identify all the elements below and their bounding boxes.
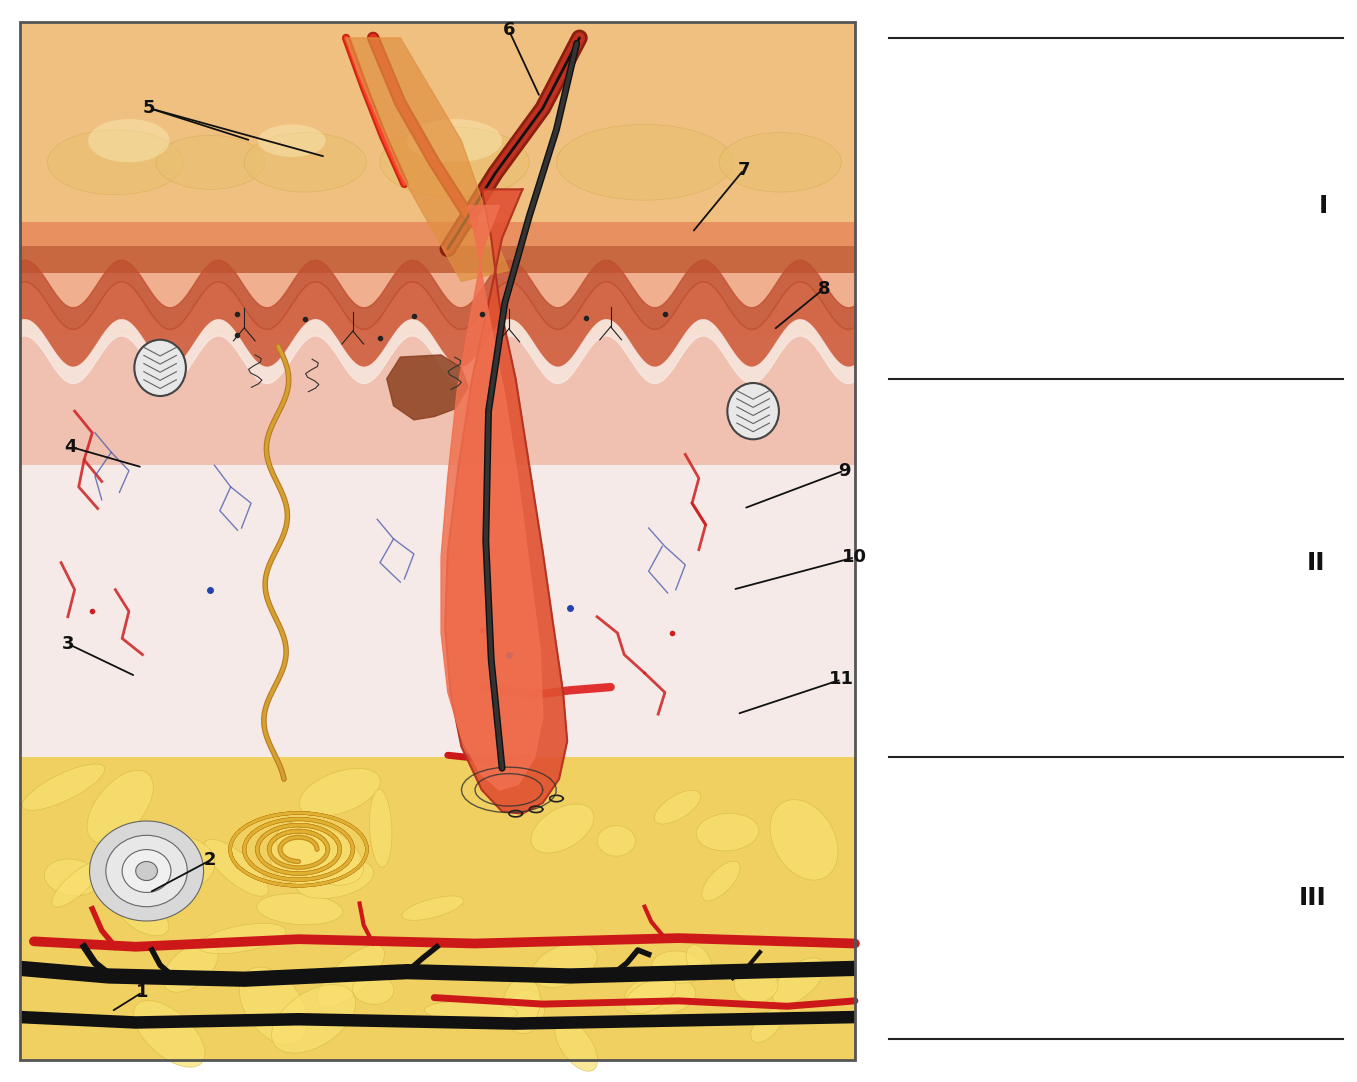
Text: 4: 4 xyxy=(64,438,77,456)
Bar xyxy=(20,757,855,1060)
Bar xyxy=(20,222,855,246)
Text: 7: 7 xyxy=(737,161,750,179)
Text: 5: 5 xyxy=(142,100,156,117)
Ellipse shape xyxy=(117,896,168,936)
Ellipse shape xyxy=(555,1019,597,1071)
Text: 6: 6 xyxy=(502,22,516,39)
Ellipse shape xyxy=(136,861,157,881)
Text: III: III xyxy=(1299,886,1326,910)
Polygon shape xyxy=(441,206,543,790)
Ellipse shape xyxy=(106,835,187,907)
Ellipse shape xyxy=(52,862,100,907)
Text: 10: 10 xyxy=(843,549,867,566)
Bar xyxy=(20,335,855,465)
Text: 9: 9 xyxy=(837,462,851,479)
Ellipse shape xyxy=(47,130,183,195)
Bar xyxy=(20,246,855,273)
Ellipse shape xyxy=(502,977,540,1029)
Ellipse shape xyxy=(90,821,204,921)
Text: 1: 1 xyxy=(136,984,149,1001)
Ellipse shape xyxy=(353,975,394,1004)
Ellipse shape xyxy=(719,133,841,193)
Ellipse shape xyxy=(163,942,218,992)
Ellipse shape xyxy=(727,383,779,439)
Ellipse shape xyxy=(134,340,186,396)
Bar xyxy=(20,22,855,222)
Ellipse shape xyxy=(531,804,594,853)
Ellipse shape xyxy=(22,764,104,810)
Ellipse shape xyxy=(277,821,364,885)
Ellipse shape xyxy=(624,976,696,1015)
Ellipse shape xyxy=(369,789,392,868)
Ellipse shape xyxy=(204,840,269,896)
Ellipse shape xyxy=(239,967,308,1045)
Ellipse shape xyxy=(651,951,704,984)
Ellipse shape xyxy=(696,814,759,850)
Ellipse shape xyxy=(505,990,544,1033)
Ellipse shape xyxy=(270,820,332,884)
Text: I: I xyxy=(1319,194,1327,217)
Ellipse shape xyxy=(407,119,502,162)
Ellipse shape xyxy=(380,128,529,197)
Ellipse shape xyxy=(750,1008,783,1042)
Polygon shape xyxy=(387,355,468,420)
Ellipse shape xyxy=(702,861,740,901)
Bar xyxy=(20,270,855,335)
Text: 3: 3 xyxy=(61,635,75,652)
Ellipse shape xyxy=(122,849,171,893)
Ellipse shape xyxy=(734,967,778,1002)
Ellipse shape xyxy=(771,800,837,880)
Ellipse shape xyxy=(654,790,700,824)
Text: 11: 11 xyxy=(829,671,854,688)
Text: II: II xyxy=(1307,551,1326,575)
Ellipse shape xyxy=(425,1001,517,1021)
Ellipse shape xyxy=(318,946,384,1007)
Ellipse shape xyxy=(152,837,214,888)
Ellipse shape xyxy=(256,894,342,925)
Ellipse shape xyxy=(772,958,825,1005)
Ellipse shape xyxy=(299,768,380,816)
Bar xyxy=(20,465,855,757)
Ellipse shape xyxy=(133,1001,205,1067)
Ellipse shape xyxy=(296,859,373,898)
Ellipse shape xyxy=(103,829,178,884)
Ellipse shape xyxy=(244,133,366,193)
Text: 8: 8 xyxy=(817,280,830,298)
Ellipse shape xyxy=(687,945,712,981)
Ellipse shape xyxy=(156,135,265,189)
Ellipse shape xyxy=(532,944,597,988)
Ellipse shape xyxy=(556,124,733,200)
Polygon shape xyxy=(346,38,509,281)
Ellipse shape xyxy=(45,859,100,896)
Ellipse shape xyxy=(87,770,153,843)
Ellipse shape xyxy=(258,124,326,157)
Ellipse shape xyxy=(271,985,356,1053)
Ellipse shape xyxy=(198,923,286,953)
Polygon shape xyxy=(445,189,567,814)
Ellipse shape xyxy=(88,119,170,162)
Ellipse shape xyxy=(624,978,676,1014)
Ellipse shape xyxy=(597,826,635,856)
Ellipse shape xyxy=(402,896,464,921)
Text: 2: 2 xyxy=(204,852,217,869)
